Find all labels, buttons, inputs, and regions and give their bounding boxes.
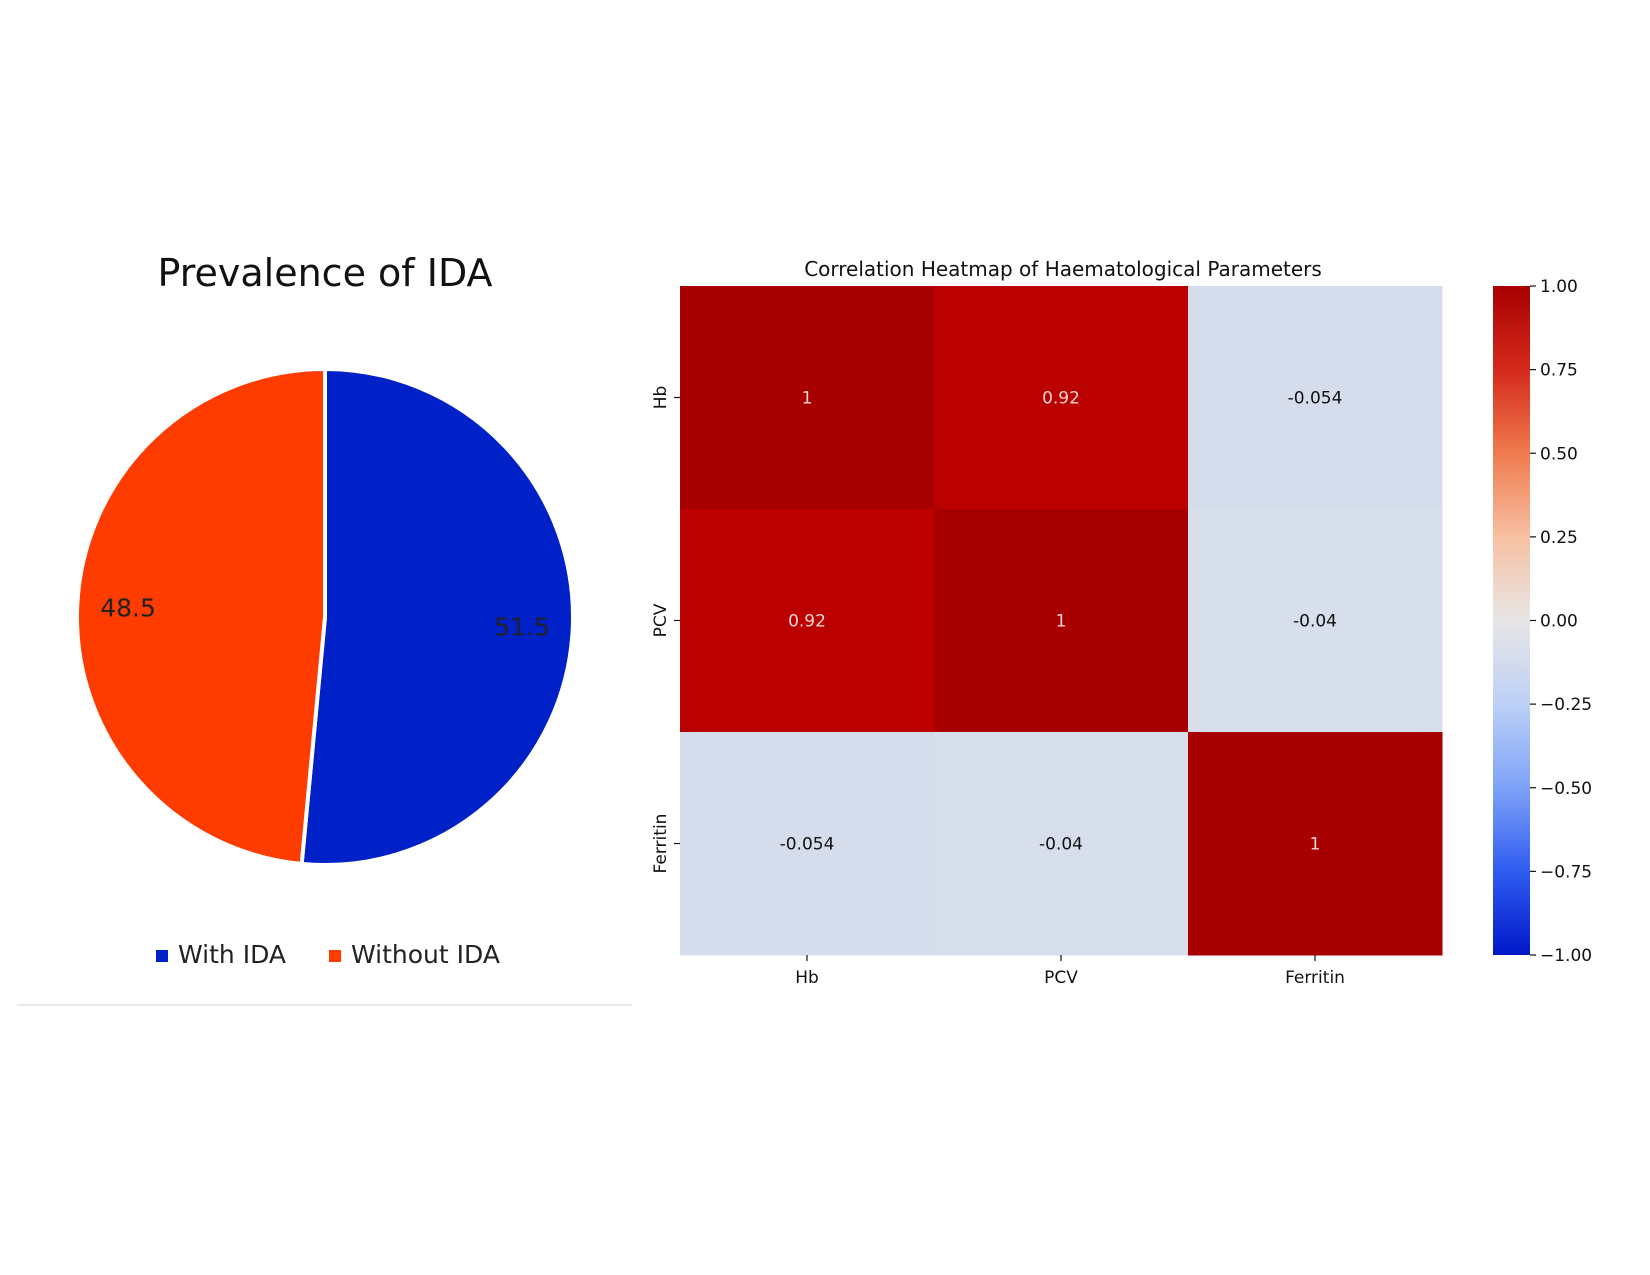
heatmap-cell-hb-ferritin	[1188, 286, 1443, 510]
colorbar-tick-label: 0.75	[1540, 361, 1578, 381]
heatmap-y-ticks: Hb PCV Ferritin	[651, 386, 680, 874]
heatmap-cell-hb-pcv	[934, 286, 1189, 510]
colorbar-gradient	[1493, 286, 1530, 955]
heatmap-y-tick-label: Ferritin	[651, 814, 671, 874]
pie-slices	[75, 367, 576, 867]
heatmap-cell-pcv-ferritin	[1188, 509, 1443, 733]
colorbar-tick-label: 1.00	[1540, 277, 1578, 297]
pie-slice-with-ida	[299, 367, 576, 867]
colorbar-tick-label: −0.25	[1540, 695, 1592, 715]
colorbar-tick-label: 0.00	[1540, 612, 1578, 632]
heatmap-cell-pcv-hb	[680, 509, 935, 733]
heatmap-cell-annotation: -0.04	[1039, 835, 1083, 855]
heatmap-cell-annotation: -0.054	[780, 835, 835, 855]
heatmap-cell-pcv-pcv	[934, 509, 1189, 733]
pie-chart: Prevalence of IDA 51.5 48.5 With IDA Wit…	[17, 251, 632, 1006]
heatmap-cell-annotation: 1	[1310, 835, 1321, 855]
legend-swatch-without-ida	[329, 950, 341, 962]
heatmap-y-tick-label: Hb	[651, 386, 671, 410]
heatmap-cell-ferritin-ferritin	[1188, 732, 1443, 956]
colorbar-tick-label: 0.50	[1540, 444, 1578, 464]
heatmap-cell-annotation: 0.92	[788, 612, 826, 632]
pie-slice-label-with-ida: 51.5	[494, 612, 550, 641]
pie-title: Prevalence of IDA	[157, 251, 492, 295]
heatmap-cells: 1 0.92 -0.054 0.92 1 -0.04 -0.054 -0.04 1	[680, 286, 1443, 956]
heatmap-cell-annotation: 0.92	[1042, 389, 1080, 409]
colorbar-tick-label: −0.75	[1540, 862, 1592, 882]
heatmap-x-tick-label: Hb	[795, 968, 819, 988]
colorbar: 1.00 0.75 0.50 0.25 0.00 −0.25 −0.50 −0.75 −1.00	[1493, 277, 1592, 966]
heatmap-y-tick-label: PCV	[651, 603, 671, 637]
pie-slice-label-without-ida: 48.5	[100, 594, 156, 623]
heatmap-cell-ferritin-pcv	[934, 732, 1189, 956]
heatmap-cell-annotation: -0.054	[1288, 389, 1343, 409]
colorbar-tick-label: 0.25	[1540, 528, 1578, 548]
pie-slice-without-ida	[75, 367, 327, 866]
legend-swatch-with-ida	[156, 950, 168, 962]
legend-label-with-ida: With IDA	[178, 940, 286, 969]
colorbar-ticks: 1.00 0.75 0.50 0.25 0.00 −0.25 −0.50 −0.75 −1.00	[1530, 277, 1592, 966]
heatmap-cell-annotation: -0.04	[1293, 612, 1337, 632]
heatmap-cell-ferritin-hb	[680, 732, 935, 956]
heatmap-title: Correlation Heatmap of Haematological Pa…	[804, 257, 1322, 281]
heatmap-x-tick-label: Ferritin	[1285, 968, 1345, 988]
heatmap-cell-hb-hb	[680, 286, 935, 510]
heatmap-cell-annotation: 1	[1056, 612, 1067, 632]
colorbar-tick-label: −0.50	[1540, 779, 1592, 799]
heatmap-x-tick-label: PCV	[1044, 968, 1078, 988]
heatmap-x-ticks: Hb PCV Ferritin	[795, 955, 1345, 988]
heatmap-chart: Correlation Heatmap of Haematological Pa…	[651, 257, 1592, 988]
heatmap-cell-annotation: 1	[802, 389, 813, 409]
legend-label-without-ida: Without IDA	[351, 940, 500, 969]
colorbar-tick-label: −1.00	[1540, 946, 1592, 966]
pie-legend: With IDA Without IDA	[156, 940, 500, 969]
